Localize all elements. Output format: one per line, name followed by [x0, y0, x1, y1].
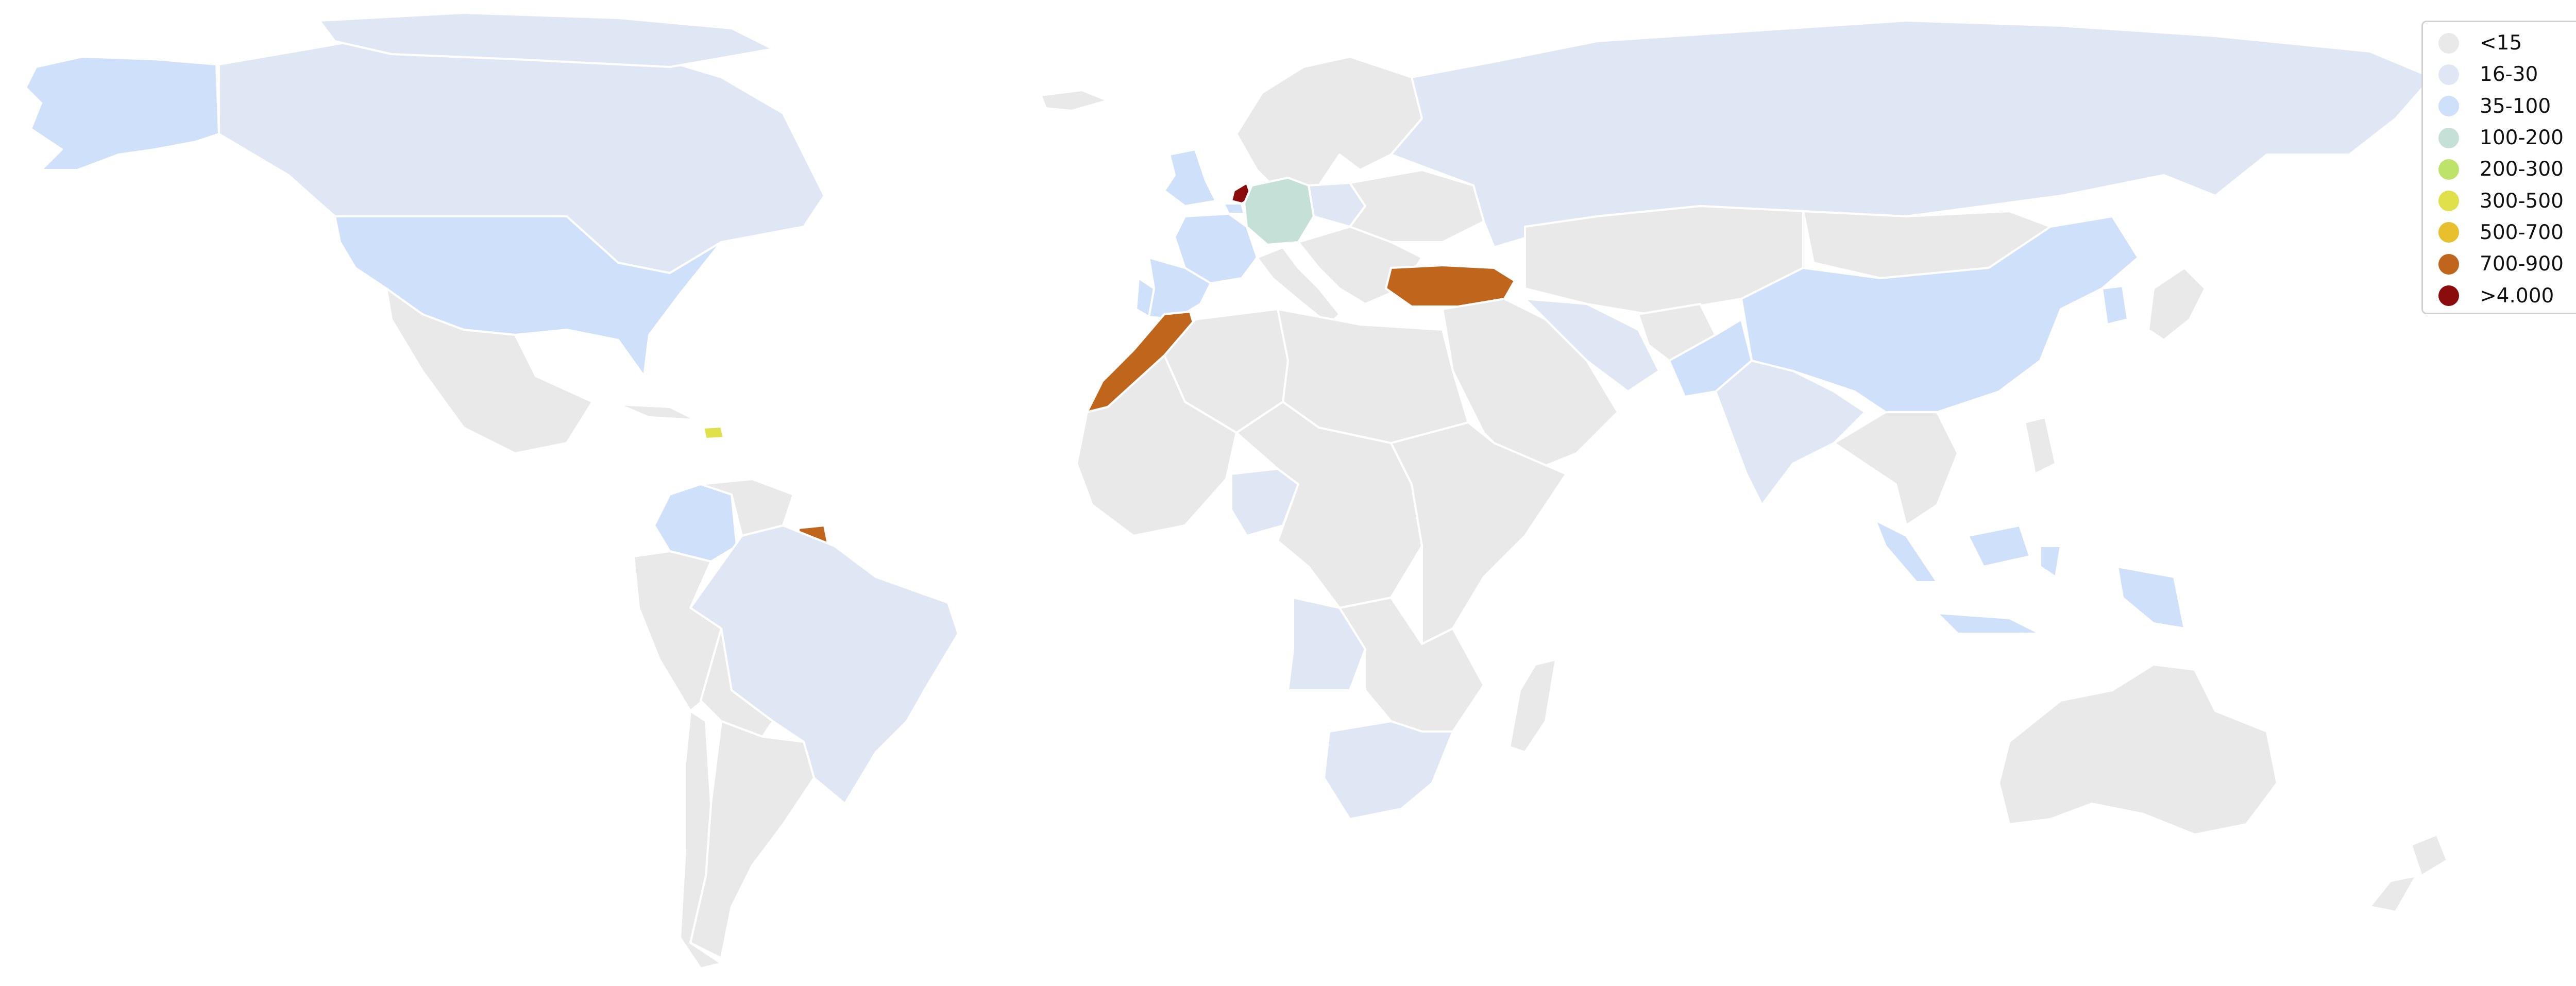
legend-item: 500-700	[2438, 217, 2576, 248]
legend-swatch	[2438, 191, 2459, 212]
legend-label: 300-500	[2480, 189, 2564, 213]
legend-label: 100-200	[2480, 126, 2564, 150]
legend-item: >4.000	[2438, 280, 2576, 311]
country-madagascar[interactable]	[1509, 658, 1557, 753]
country-china[interactable]	[1740, 215, 2139, 413]
legend-swatch	[2438, 285, 2459, 307]
legend-label: 16-30	[2480, 63, 2538, 87]
country-new-zealand[interactable]	[2369, 834, 2448, 913]
legend-label: 200-300	[2480, 158, 2564, 181]
country-belgium[interactable]	[1223, 202, 1245, 215]
country-alaska[interactable]	[25, 56, 220, 171]
legend-swatch	[2438, 64, 2459, 85]
country-eastern-europe[interactable]	[1349, 169, 1485, 243]
map-legend: <15 16-30 35-100 100-200 200-300 300-500…	[2421, 21, 2576, 314]
country-greenland[interactable]	[318, 12, 774, 68]
country-australia[interactable]	[1998, 664, 2278, 836]
country-mexico[interactable]	[385, 287, 594, 454]
legend-item: 35-100	[2438, 91, 2576, 122]
country-portugal[interactable]	[1135, 277, 1155, 318]
legend-item: 200-300	[2438, 154, 2576, 185]
country-south-africa[interactable]	[1323, 720, 1454, 820]
country-cuba[interactable]	[617, 403, 697, 421]
country-france[interactable]	[1174, 213, 1258, 284]
legend-label: <15	[2480, 31, 2522, 55]
country-japan[interactable]	[2147, 267, 2206, 341]
legend-item: 300-500	[2438, 185, 2576, 216]
legend-label: 35-100	[2480, 94, 2551, 118]
legend-swatch	[2438, 222, 2459, 243]
country-middle-east[interactable]	[1442, 298, 1619, 475]
country-korea[interactable]	[2101, 285, 2129, 326]
country-dominican-republic[interactable]	[702, 426, 725, 440]
legend-swatch	[2438, 159, 2459, 180]
legend-swatch	[2438, 253, 2459, 275]
country-italy[interactable]	[1256, 246, 1341, 326]
legend-label: >4.000	[2480, 284, 2554, 308]
legend-item: <15	[2438, 27, 2576, 59]
country-germany[interactable]	[1243, 177, 1315, 246]
legend-item: 16-30	[2438, 59, 2576, 90]
country-southeast-asia[interactable]	[1833, 411, 1959, 526]
legend-swatch	[2438, 32, 2459, 54]
legend-item: 100-200	[2438, 122, 2576, 154]
legend-label: 700-900	[2480, 252, 2564, 276]
country-uk[interactable]	[1163, 148, 1217, 207]
country-southern-africa[interactable]	[1338, 597, 1485, 733]
country-chile[interactable]	[679, 710, 722, 970]
country-west-africa[interactable]	[1076, 354, 1238, 537]
country-new-guinea[interactable]	[2116, 566, 2185, 630]
legend-item: 700-900	[2438, 248, 2576, 280]
country-colombia[interactable]	[653, 483, 738, 563]
country-russia[interactable]	[1390, 20, 2433, 248]
legend-swatch	[2438, 96, 2459, 117]
country-usa[interactable]	[334, 215, 722, 377]
country-iceland[interactable]	[1040, 89, 1109, 112]
country-philippines[interactable]	[2024, 416, 2057, 475]
country-iran[interactable]	[1524, 298, 1660, 393]
legend-swatch	[2438, 127, 2459, 148]
country-indonesia[interactable]	[1874, 519, 2062, 635]
legend-label: 500-700	[2480, 220, 2564, 244]
